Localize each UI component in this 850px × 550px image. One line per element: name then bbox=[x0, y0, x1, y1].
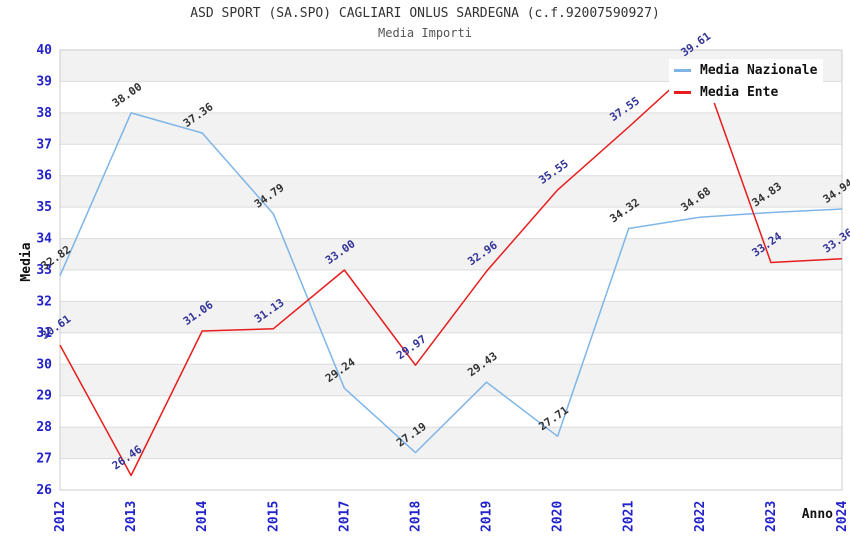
legend-item-media-nazionale: Media Nazionale bbox=[674, 62, 817, 78]
y-tick-label: 37 bbox=[36, 137, 52, 152]
legend-item-media-ente: Media Ente bbox=[674, 84, 817, 100]
x-tick-label: 2015 bbox=[266, 501, 281, 532]
legend-swatch-media-nazionale bbox=[674, 68, 691, 72]
y-tick-label: 32 bbox=[36, 294, 52, 309]
x-axis-title: Anno bbox=[802, 507, 833, 522]
chart-legend: Media Nazionale Media Ente bbox=[669, 59, 824, 103]
x-tick-label: 2013 bbox=[124, 501, 139, 532]
x-tick-label: 2023 bbox=[764, 501, 779, 532]
y-tick-label: 30 bbox=[36, 357, 52, 372]
y-tick-label: 38 bbox=[36, 106, 52, 121]
y-tick-label: 34 bbox=[36, 232, 52, 247]
x-tick-label: 2014 bbox=[195, 501, 210, 532]
x-tick-label: 2021 bbox=[622, 501, 637, 532]
y-tick-label: 40 bbox=[36, 43, 52, 58]
legend-label-media-nazionale: Media Nazionale bbox=[700, 62, 818, 78]
y-tick-label: 33 bbox=[36, 263, 52, 278]
legend-label-media-ente: Media Ente bbox=[700, 84, 779, 100]
grid-band bbox=[60, 112, 842, 145]
value-label: 29.97 bbox=[394, 333, 429, 363]
y-tick-label: 26 bbox=[36, 483, 52, 498]
legend-swatch-media-ente bbox=[674, 90, 691, 94]
y-tick-label: 27 bbox=[36, 452, 52, 467]
x-tick-label: 2017 bbox=[337, 501, 352, 532]
chart-subtitle: Media Importi bbox=[378, 26, 472, 40]
y-axis-title: Media bbox=[19, 242, 34, 281]
x-tick-label: 2019 bbox=[480, 501, 495, 532]
y-tick-label: 31 bbox=[36, 326, 52, 341]
x-tick-label: 2020 bbox=[551, 501, 566, 532]
y-tick-label: 28 bbox=[36, 420, 52, 435]
x-tick-label: 2024 bbox=[835, 501, 850, 532]
x-tick-label: 2018 bbox=[408, 501, 423, 532]
x-tick-label: 2022 bbox=[693, 501, 708, 532]
y-tick-label: 35 bbox=[36, 200, 52, 215]
grid-band bbox=[60, 238, 842, 270]
value-label: 38.00 bbox=[110, 80, 145, 110]
y-tick-label: 39 bbox=[36, 74, 52, 89]
chart-title: ASD SPORT (SA.SPO) CAGLIARI ONLUS SARDEG… bbox=[190, 6, 660, 21]
x-tick-label: 2012 bbox=[53, 501, 68, 532]
grid-band bbox=[60, 427, 842, 459]
y-tick-label: 29 bbox=[36, 389, 52, 404]
grid-band bbox=[60, 364, 842, 396]
y-tick-label: 36 bbox=[36, 169, 52, 184]
series-line-media-nazionale bbox=[59, 112, 843, 454]
grid-band bbox=[60, 175, 842, 208]
plot-border bbox=[59, 49, 843, 491]
